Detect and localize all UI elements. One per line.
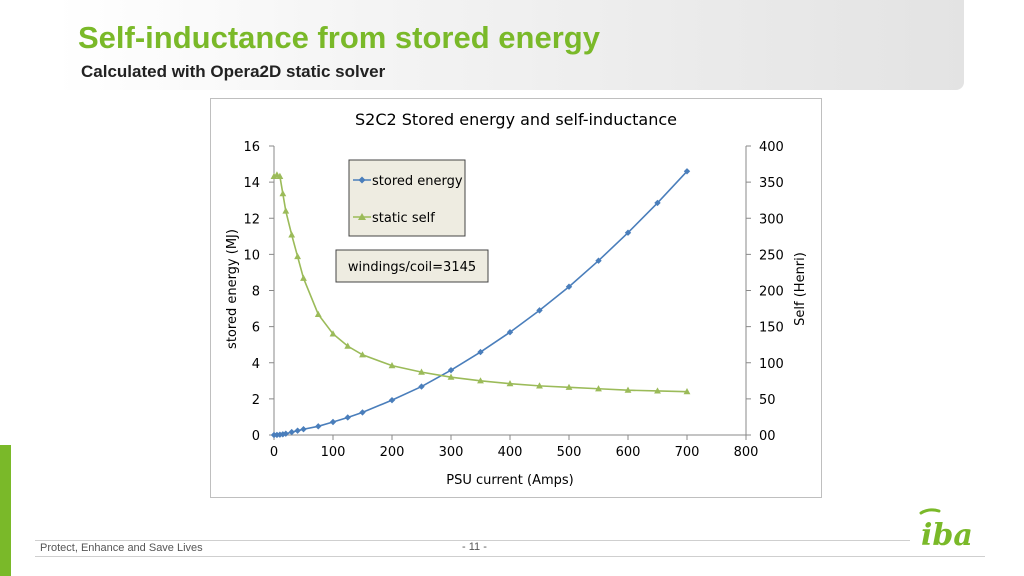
annotation-text: windings/coil=3145 (348, 260, 476, 275)
y2-tick-label: 00 (759, 429, 776, 444)
x-tick-label: 0 (270, 445, 278, 460)
series-line-static-self (273, 174, 688, 393)
data-point-stored-energy (300, 426, 307, 433)
chart-frame: S2C2 Stored energy and self-inductance s… (210, 98, 822, 498)
y-axis-label: stored energy (MJ) (225, 229, 240, 349)
data-point-static-self (282, 207, 290, 214)
data-point-stored-energy (683, 168, 691, 175)
footer-tagline: Protect, Enhance and Save Lives (40, 542, 203, 554)
chart-title: S2C2 Stored energy and self-inductance (355, 110, 677, 129)
y-tick-label: 14 (243, 176, 260, 191)
data-point-static-self (344, 342, 352, 349)
x-tick-label: 700 (675, 445, 700, 460)
data-point-static-self (314, 310, 322, 317)
y-tick-label: 8 (252, 285, 260, 300)
data-point-static-self (536, 382, 543, 389)
data-point-static-self (288, 231, 296, 238)
data-point-stored-energy (624, 229, 632, 236)
data-point-stored-energy (359, 409, 366, 416)
y-tick-label: 6 (252, 321, 260, 336)
data-point-static-self (447, 373, 455, 380)
data-point-stored-energy (294, 427, 301, 434)
data-point-stored-energy (329, 418, 337, 426)
data-point-stored-energy (282, 430, 289, 437)
data-point-stored-energy (654, 199, 661, 207)
svg-text:iba: iba (921, 518, 973, 552)
y2-tick-label: 400 (759, 140, 784, 155)
data-point-static-self (477, 377, 484, 384)
y-tick-label: 10 (243, 248, 260, 263)
page-number: - 11 - (462, 541, 487, 553)
x-axis-label: PSU current (Amps) (446, 473, 574, 488)
y-tick-label: 0 (252, 429, 260, 444)
series-line-stored-energy (273, 170, 688, 436)
y2-tick-label: 50 (759, 393, 776, 408)
data-point-stored-energy (315, 423, 322, 430)
slide-title: Self-inductance from stored energy (78, 20, 600, 55)
y-tick-label: 12 (243, 212, 260, 227)
x-tick-label: 500 (557, 445, 582, 460)
y-tick-label: 2 (252, 393, 260, 408)
data-point-static-self (565, 383, 573, 390)
data-point-static-self (294, 252, 301, 260)
x-tick-label: 800 (734, 445, 759, 460)
y2-axis-label: Self (Henri) (793, 252, 808, 326)
x-tick-label: 100 (321, 445, 346, 460)
y2-tick-label: 300 (759, 212, 784, 227)
data-point-static-self (506, 380, 514, 387)
data-point-stored-energy (447, 366, 455, 374)
data-point-stored-energy (536, 307, 543, 314)
annotation-box: windings/coil=3145 (335, 249, 489, 283)
data-point-stored-energy (565, 283, 573, 290)
data-point-stored-energy (477, 348, 484, 356)
y2-tick-label: 150 (759, 321, 784, 336)
x-tick-label: 600 (616, 445, 641, 460)
data-point-static-self (276, 172, 284, 179)
data-point-stored-energy (288, 428, 295, 436)
legend-label-energy: stored energy (372, 174, 463, 189)
data-point-stored-energy (388, 396, 396, 404)
y2-tick-label: 200 (759, 285, 784, 300)
x-tick-label: 400 (498, 445, 523, 460)
iba-logo: iba (919, 508, 973, 552)
data-point-static-self (388, 362, 396, 369)
data-point-static-self (595, 385, 602, 392)
data-point-static-self (300, 274, 307, 281)
y2-tick-label: 100 (759, 357, 784, 372)
chart: S2C2 Stored energy and self-inductance s… (225, 110, 808, 488)
legend: stored energy static self (348, 159, 466, 237)
data-point-stored-energy (344, 414, 351, 421)
slide-subtitle: Calculated with Opera2D static solver (81, 62, 386, 81)
accent-bar (0, 445, 11, 576)
footer-divider (35, 540, 910, 541)
data-point-stored-energy (595, 257, 602, 264)
data-point-stored-energy (418, 383, 425, 390)
y2-tick-label: 250 (759, 248, 784, 263)
data-point-static-self (654, 387, 661, 394)
data-point-static-self (329, 330, 337, 337)
y2-tick-label: 350 (759, 176, 784, 191)
data-point-static-self (418, 368, 425, 375)
data-point-static-self (359, 351, 366, 358)
data-point-static-self (279, 190, 287, 197)
data-point-stored-energy (506, 329, 514, 336)
y-tick-label: 16 (243, 140, 260, 155)
x-tick-label: 200 (380, 445, 405, 460)
data-point-static-self (683, 388, 691, 395)
y-tick-label: 4 (252, 357, 260, 372)
data-point-static-self (624, 386, 632, 393)
footer-divider-lower (35, 556, 985, 557)
x-tick-label: 300 (439, 445, 464, 460)
header-band (55, 0, 964, 90)
legend-label-self: static self (372, 211, 435, 226)
